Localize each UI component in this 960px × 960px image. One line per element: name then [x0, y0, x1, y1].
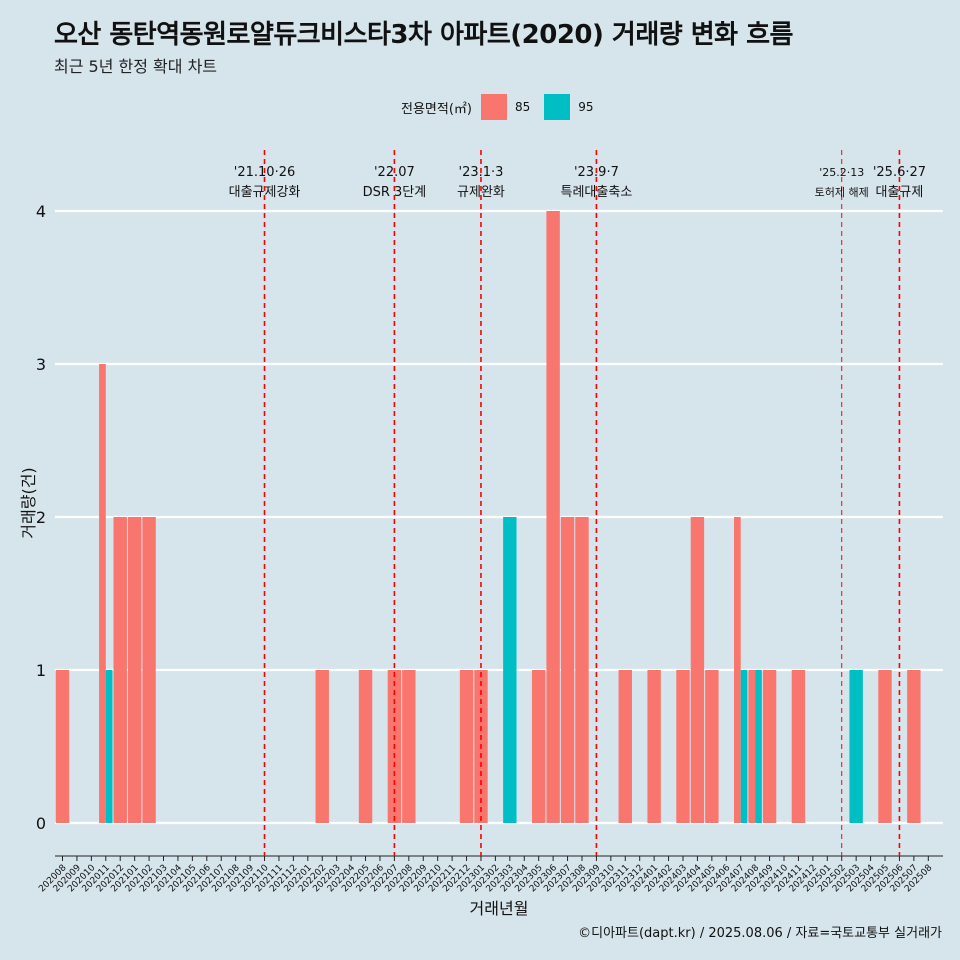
- bar-95: [503, 517, 517, 823]
- bar-85: [575, 517, 589, 823]
- bar-85: [55, 670, 70, 823]
- bar-85: [647, 670, 661, 823]
- bar-85: [705, 670, 719, 823]
- event-label: 토허제 해제: [815, 185, 869, 199]
- legend-swatch-85: [480, 94, 507, 120]
- bar-85: [690, 517, 705, 823]
- event-date: '22.07: [374, 165, 415, 180]
- y-tick-label: 1: [36, 661, 46, 680]
- legend-label-85: 85: [514, 100, 531, 114]
- event-date: '25.2·13: [819, 166, 864, 179]
- event-date: '23.9·7: [574, 165, 619, 180]
- bar-85: [748, 670, 756, 823]
- bar-85: [762, 670, 777, 823]
- bar-85: [791, 670, 806, 823]
- bar-95: [849, 670, 863, 823]
- bar-85: [459, 670, 474, 823]
- y-axis-title: 거래량(건): [19, 467, 38, 538]
- bar-85: [113, 517, 127, 823]
- chart-title: 오산 동탄역동원로얄듀크비스타3차 아파트(2020) 거래량 변화 흐름: [54, 20, 793, 50]
- bar-85: [531, 670, 546, 823]
- y-tick-label: 0: [36, 814, 46, 833]
- x-axis-title: 거래년월: [470, 899, 529, 918]
- bar-95: [755, 670, 762, 823]
- bar-85: [546, 211, 560, 823]
- bar-85: [734, 517, 741, 823]
- chart-subtitle: 최근 5년 한정 확대 차트: [54, 57, 218, 76]
- y-tick-label: 4: [36, 202, 46, 221]
- legend-title: 전용면적(㎡): [401, 101, 472, 117]
- legend-label-95: 95: [578, 100, 594, 114]
- event-date: '21.10·26: [234, 165, 295, 180]
- legend: 전용면적(㎡) 85 95: [401, 93, 608, 121]
- event-label: DSR 3단계: [363, 185, 427, 200]
- event-label: 특례대출축소: [561, 185, 633, 200]
- bar-85: [358, 670, 373, 823]
- event-label: 대출규제: [876, 185, 924, 200]
- bar-85: [127, 517, 142, 823]
- bar-85: [402, 670, 416, 823]
- bar-85: [907, 670, 921, 823]
- y-tick-label: 3: [36, 355, 46, 374]
- bar-85: [560, 517, 575, 823]
- event-label: 규제완화: [457, 185, 505, 200]
- bar-85: [878, 670, 892, 823]
- bar-85: [99, 364, 106, 823]
- source-caption: ©디아파트(dapt.kr) / 2025.08.06 / 자료=국토교통부 실…: [578, 926, 942, 941]
- legend-swatch-95: [544, 94, 571, 120]
- event-date: '23.1·3: [459, 165, 504, 180]
- y-tick-label: 2: [36, 508, 46, 527]
- bar-85: [676, 670, 690, 823]
- bar-85: [142, 517, 156, 823]
- event-label: 대출규제강화: [229, 185, 301, 200]
- bar-85: [618, 670, 632, 823]
- event-date: '25.6·27: [873, 165, 926, 180]
- bar-85: [315, 670, 329, 823]
- bar-95: [105, 670, 113, 823]
- bar-95: [740, 670, 748, 823]
